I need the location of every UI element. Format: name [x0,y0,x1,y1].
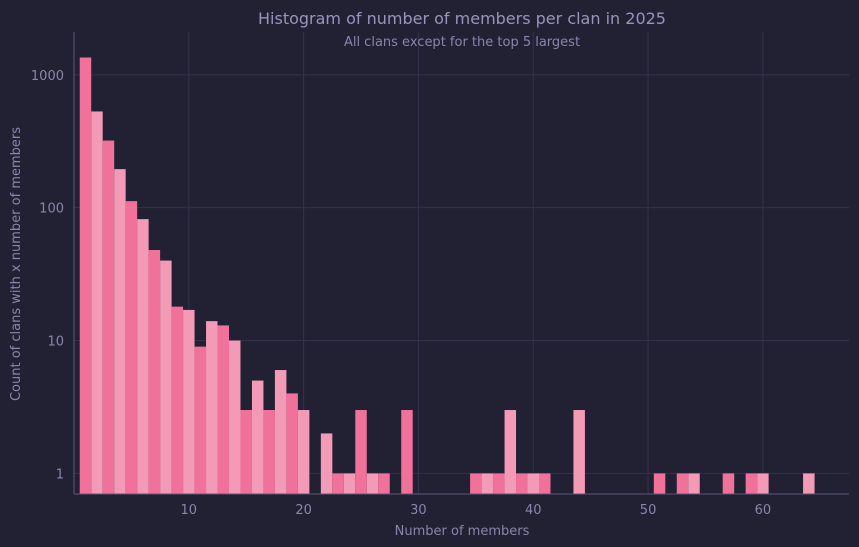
y-axis-label: Count of clans with x number of members [9,127,24,401]
histogram-bar [183,309,195,494]
histogram-bar [516,473,528,494]
ticks-layer: 10 20 30 40 50 60 1 10 100 1000 [31,69,771,518]
histogram-bar [573,410,585,494]
histogram-bar [194,346,207,494]
histogram-bar [355,410,367,494]
histogram-bar [171,306,184,494]
histogram-bar [722,473,735,494]
histogram-bar [137,219,149,495]
histogram-bar [263,410,275,494]
histogram-bar [527,473,539,494]
histogram-bar [251,380,264,494]
histogram-bar [240,410,252,494]
histogram-bar [320,433,333,494]
histogram-bar [79,57,92,495]
histogram-bar [343,473,356,494]
histogram-bar [470,473,482,494]
histogram-bar [366,473,379,494]
histogram-bar [378,473,390,494]
histogram-bar [206,321,218,494]
histogram-bar [688,473,700,494]
histogram-bar [481,473,494,494]
histogram-bar [757,473,769,494]
histogram-bar [125,201,138,494]
y-tick-label: 1000 [31,69,64,84]
x-tick-label: 30 [410,503,427,518]
histogram-bar [229,340,241,494]
histogram-bar [102,140,115,494]
histogram-bar [676,473,689,494]
histogram-bar [114,169,126,494]
y-tick-label: 10 [47,335,64,350]
y-tick-label: 1 [56,467,64,482]
chart-title: Histogram of number of members per clan … [258,9,666,28]
chart-subtitle: All clans except for the top 5 largest [344,35,580,50]
histogram-bar [493,473,505,494]
histogram-bar [148,250,161,494]
axes-layer [73,32,849,495]
x-tick-label: 50 [640,503,657,518]
histogram-bar [274,370,287,494]
histogram-bar [297,410,310,494]
histogram-bar [332,473,344,494]
x-axis-label: Number of members [395,524,530,539]
x-tick-label: 20 [295,503,312,518]
x-tick-label: 10 [181,503,198,518]
histogram-bar [286,393,298,494]
histogram-bar [217,325,229,494]
histogram-bar [91,111,103,494]
histogram-bar [160,260,172,494]
bars-layer [79,57,815,495]
histogram-bar [401,410,413,494]
x-tick-label: 40 [525,503,542,518]
histogram-bar [539,473,551,494]
histogram-bar [745,473,758,494]
histogram-bar [504,410,517,494]
y-tick-label: 100 [39,202,64,217]
histogram-bar [653,473,666,494]
histogram-bar [803,473,815,494]
x-tick-label: 60 [755,503,772,518]
